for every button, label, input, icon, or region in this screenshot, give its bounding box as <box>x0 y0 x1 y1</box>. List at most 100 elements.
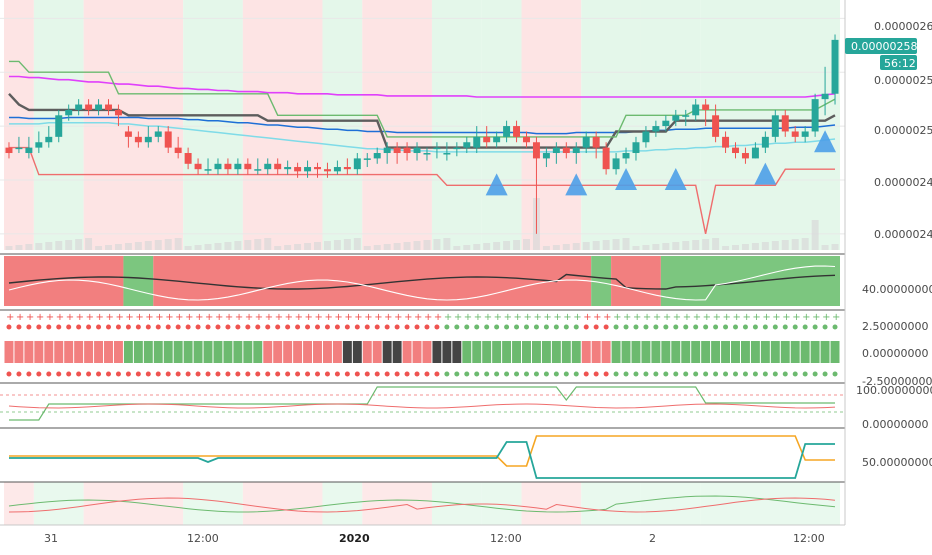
dot-marker <box>394 324 400 330</box>
dot-marker-lower <box>454 371 460 377</box>
cross-marker: + <box>524 312 532 323</box>
candle-body <box>134 136 142 143</box>
dot-marker-lower <box>593 371 599 377</box>
histogram-bar <box>442 341 452 363</box>
histogram-bar <box>651 341 661 363</box>
cross-marker: + <box>583 312 591 323</box>
dot-marker-lower <box>693 371 699 377</box>
volume-bar <box>801 238 809 250</box>
cross-marker: + <box>6 312 14 323</box>
dot-marker-lower <box>135 371 141 377</box>
dot-marker-lower <box>464 371 470 377</box>
regime-band <box>591 256 612 306</box>
cross-marker: + <box>295 312 303 323</box>
dot-marker-lower <box>245 371 251 377</box>
time-tick: 12:00 <box>793 532 825 545</box>
cross-marker: + <box>643 312 651 323</box>
candlesticks[interactable] <box>5 34 839 234</box>
dot-marker <box>762 324 768 330</box>
histogram-bar <box>233 341 243 363</box>
dot-marker-lower <box>822 371 828 377</box>
cross-marker: + <box>285 312 293 323</box>
candle-body <box>682 115 690 117</box>
osc1-tick: 40.00000000 <box>862 283 932 296</box>
dot-marker <box>683 324 689 330</box>
candle-body <box>35 142 43 148</box>
volume-bar <box>314 242 321 250</box>
osc3-green-line <box>9 386 835 421</box>
dot-marker <box>573 324 579 330</box>
volume-bar <box>811 220 819 250</box>
dot-marker-lower <box>404 371 410 377</box>
cross-marker: + <box>106 312 114 323</box>
volume-bar <box>264 238 272 250</box>
dot-marker <box>245 324 251 330</box>
volume-bar <box>85 238 93 250</box>
trend-band-lower <box>521 482 582 525</box>
candle-body <box>154 131 162 137</box>
histogram-bar <box>641 341 651 363</box>
cross-marker: + <box>255 312 263 323</box>
dot-marker-lower <box>205 371 211 377</box>
dot-marker <box>543 324 549 330</box>
candle-body <box>513 126 521 137</box>
cross-marker: + <box>46 312 54 323</box>
dot-marker <box>106 324 111 330</box>
histogram-bar <box>4 341 14 363</box>
histogram-bar <box>820 341 830 363</box>
dot-marker <box>832 324 838 330</box>
dot-marker-lower <box>603 371 609 377</box>
candle-body <box>503 126 511 137</box>
volume-bar <box>741 244 749 250</box>
osc2-tick: 2.50000000 <box>862 320 928 333</box>
dot-marker-lower <box>563 371 569 377</box>
trend-band <box>431 0 482 250</box>
cross-marker: + <box>762 312 770 323</box>
cross-marker: + <box>653 312 661 323</box>
dot-marker <box>553 324 559 330</box>
dot-marker <box>96 324 102 330</box>
dot-marker <box>125 324 131 330</box>
histogram-bar <box>44 341 54 363</box>
dot-marker <box>6 324 12 330</box>
histogram-bar <box>372 341 382 363</box>
volume-bar <box>493 242 501 250</box>
candle-body <box>254 169 262 171</box>
trend-band <box>362 0 432 250</box>
time-axis-ticks[interactable]: 31 12:00 2020 12:00 2 12:00 <box>44 532 825 545</box>
series-line-ma-gray <box>8 92 836 149</box>
volume-bar <box>35 243 43 250</box>
cross-marker: + <box>474 312 482 323</box>
cross-marker: + <box>424 312 432 323</box>
cross-marker: + <box>155 312 163 323</box>
volume-bar <box>75 239 83 250</box>
dot-marker-lower <box>225 371 231 377</box>
dot-marker-lower <box>713 371 719 377</box>
volume-bar <box>771 241 779 250</box>
dot-marker-lower <box>66 371 72 377</box>
cross-marker: + <box>802 312 810 323</box>
volume-bar <box>124 243 132 250</box>
histogram-bar <box>322 341 332 363</box>
time-tick: 12:00 <box>490 532 522 545</box>
candle-body <box>632 142 640 154</box>
dot-marker <box>484 324 490 330</box>
dot-marker <box>653 324 659 330</box>
candle-body <box>333 167 341 172</box>
histogram-bar <box>512 341 522 363</box>
cross-marker: + <box>742 312 750 323</box>
dot-marker <box>623 324 629 330</box>
time-tick-year: 2020 <box>339 532 370 545</box>
volume-bar <box>114 244 122 250</box>
dot-marker <box>524 324 529 330</box>
volume-bar <box>751 243 759 250</box>
volume-bar <box>373 245 381 250</box>
cross-marker: + <box>76 312 84 323</box>
volume-bar <box>791 239 799 250</box>
histogram-bar <box>253 341 263 363</box>
signal-markers <box>485 130 837 196</box>
candle-body <box>652 126 660 132</box>
